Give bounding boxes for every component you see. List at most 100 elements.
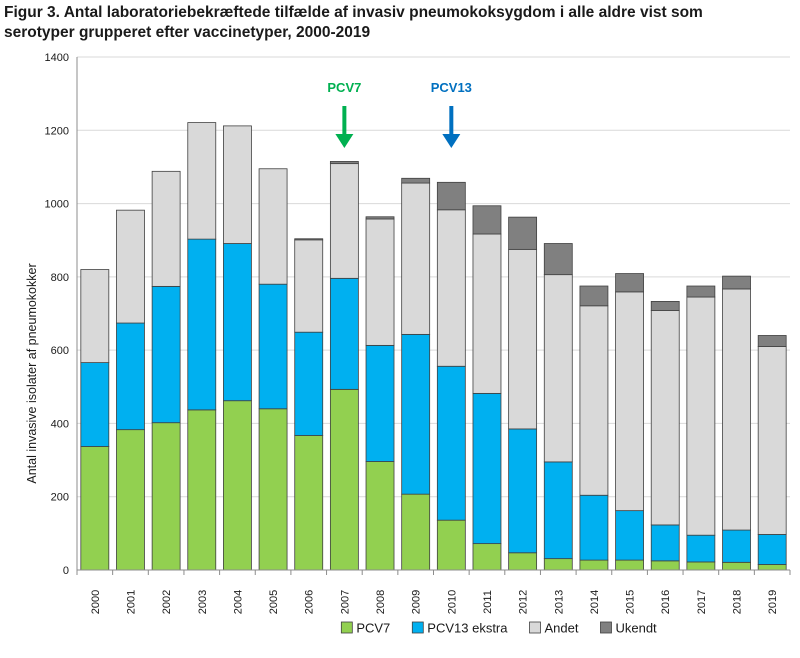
legend-label: PCV13 ekstra [427, 621, 508, 636]
y-tick-label: 600 [51, 345, 69, 357]
legend-swatch [411, 621, 424, 634]
x-tick-label: 2014 [589, 590, 601, 614]
legend-item-pcv7: PCV7 [340, 621, 390, 636]
x-tick-label: 2017 [696, 590, 708, 614]
y-tick-label: 1000 [45, 199, 69, 211]
annotation-arrow-head [335, 134, 354, 148]
bar-segment-pcv7-2009 [401, 493, 431, 571]
bar-segment-pcv13-ekstra-2007 [329, 277, 359, 390]
bar-segment-ukendt-2016 [650, 301, 680, 311]
chart-title-line-1: Figur 3. Antal laboratoriebekræftede til… [4, 4, 703, 21]
bar-segment-andet-2010 [436, 209, 466, 367]
bar-segment-andet-2016 [650, 310, 680, 526]
bar-segment-ukendt-2012 [508, 216, 538, 250]
bar-segment-andet-2017 [686, 296, 716, 536]
bar-segment-pcv7-2008 [365, 461, 395, 571]
bar-segment-pcv13-ekstra-2003 [187, 238, 217, 411]
legend-item-pcv13-ekstra: PCV13 ekstra [411, 621, 508, 636]
bar-segment-pcv13-ekstra-2010 [436, 365, 466, 521]
bar-segment-pcv13-ekstra-2018 [722, 529, 751, 563]
x-tick-label: 2013 [553, 590, 565, 614]
bar-segment-ukendt-2011 [472, 205, 502, 235]
bar-segment-pcv7-2003 [187, 409, 217, 571]
bar-segment-pcv13-ekstra-2011 [472, 392, 502, 545]
bar-segment-pcv13-ekstra-2016 [650, 524, 680, 562]
bar-segment-andet-2003 [187, 122, 217, 240]
x-tick-label: 2016 [660, 590, 672, 614]
bar-segment-pcv7-2011 [472, 543, 502, 571]
x-tick-label: 2015 [625, 590, 637, 614]
chart-title: Figur 3. Antal laboratoriebekræftede til… [4, 3, 794, 43]
bar-segment-pcv7-2013 [543, 558, 573, 571]
bar-segment-pcv13-ekstra-2019 [757, 534, 787, 565]
bar-segment-ukendt-2008 [365, 216, 395, 220]
bar-segment-ukendt-2015 [615, 273, 644, 293]
bar-segment-ukendt-2018 [722, 275, 751, 290]
bar-segment-ukendt-2013 [543, 243, 573, 276]
bar-segment-pcv7-2018 [722, 561, 751, 571]
y-tick-labels: 0 200 400 600 800 1000 1200 1400 [45, 52, 69, 577]
bar-segment-pcv7-2010 [436, 519, 466, 571]
bar-segment-pcv7-2016 [650, 560, 680, 571]
bar-segment-andet-2007 [329, 163, 359, 279]
bar-segment-pcv13-ekstra-2014 [579, 494, 609, 561]
x-tick-label: 2002 [161, 590, 173, 614]
x-tick-label: 2007 [339, 590, 351, 614]
bar-segment-andet-2014 [579, 305, 609, 496]
x-tick-label: 2005 [268, 590, 280, 614]
legend-label: Ukendt [615, 621, 657, 636]
bar-segment-pcv7-2015 [615, 559, 644, 571]
bar-segment-andet-2019 [757, 346, 787, 535]
bar-segment-andet-2015 [615, 291, 644, 512]
bar-segment-andet-2002 [151, 170, 181, 287]
x-tick-label: 2000 [90, 590, 102, 614]
annotation-arrow-head [442, 134, 461, 148]
bar-segment-ukendt-2014 [579, 285, 609, 307]
x-tick-label: 2004 [232, 590, 244, 614]
bar-segment-ukendt-2007 [329, 161, 359, 165]
bar-segment-pcv7-2012 [508, 552, 538, 571]
bar-segment-pcv13-ekstra-2008 [365, 344, 395, 462]
x-tick-label: 2009 [411, 590, 423, 614]
bar-segment-andet-2018 [722, 288, 751, 531]
bar-segment-ukendt-2019 [757, 335, 787, 347]
bar-segment-andet-2009 [401, 182, 431, 335]
y-tick-label: 800 [51, 272, 69, 284]
x-tick-label: 2008 [375, 590, 387, 614]
bar-segment-andet-2012 [508, 248, 538, 430]
bar-segment-pcv13-ekstra-2012 [508, 428, 538, 554]
y-tick-label: 400 [51, 418, 69, 430]
legend-item-ukendt: Ukendt [600, 621, 657, 636]
bar-segment-pcv7-2007 [329, 388, 359, 571]
x-tick-label: 2019 [767, 590, 779, 614]
bar-segment-pcv13-ekstra-2001 [116, 322, 145, 431]
legend-swatch [340, 621, 353, 634]
bar-segment-andet-2001 [116, 209, 145, 324]
y-tick-label: 1200 [45, 125, 69, 137]
legend: PCV7 PCV13 ekstra Andet Ukendt [340, 621, 657, 636]
bar-segment-pcv7-2019 [757, 564, 787, 571]
bar-segment-pcv7-2002 [151, 422, 181, 571]
bar-segment-andet-2004 [223, 125, 252, 244]
bar-segment-pcv13-ekstra-2004 [223, 243, 252, 402]
bars [80, 122, 787, 571]
bar-segment-andet-2013 [543, 274, 573, 463]
annotation-label-pcv13: PCV13 [431, 80, 472, 95]
bar-segment-pcv13-ekstra-2005 [258, 283, 288, 410]
legend-item-andet: Andet [529, 621, 579, 636]
bar-segment-ukendt-2006 [294, 238, 324, 241]
bar-segment-pcv7-2000 [80, 446, 110, 571]
y-tick-label: 200 [51, 492, 69, 504]
bar-segment-andet-2011 [472, 233, 502, 394]
x-tick-label: 2012 [518, 590, 530, 614]
legend-swatch [529, 621, 541, 634]
bar-segment-pcv13-ekstra-2006 [294, 331, 324, 436]
x-tick-label: 2010 [446, 590, 458, 614]
x-tick-label: 2003 [197, 590, 209, 614]
x-tick-label: 2011 [482, 590, 494, 614]
bar-segment-pcv7-2001 [116, 429, 145, 571]
x-tick-labels: 2000 2001 2002 2003 2004 2005 2006 2007 2008 2009… [90, 590, 779, 614]
annotation-label-pcv7: PCV7 [327, 80, 361, 95]
bar-segment-ukendt-2009 [401, 177, 431, 184]
